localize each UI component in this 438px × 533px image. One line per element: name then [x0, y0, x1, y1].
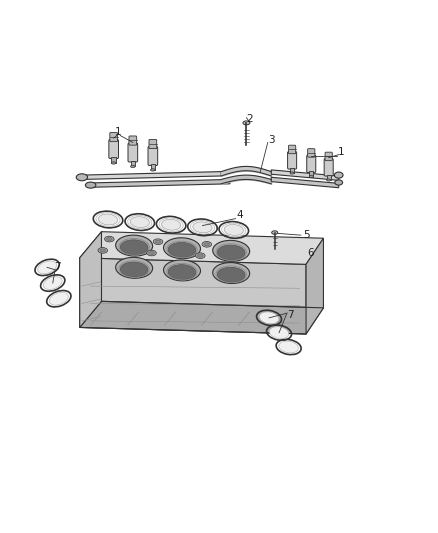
- Text: 2: 2: [246, 114, 253, 124]
- Ellipse shape: [279, 341, 298, 353]
- Polygon shape: [80, 232, 323, 264]
- Ellipse shape: [202, 241, 212, 247]
- Ellipse shape: [151, 169, 155, 171]
- Ellipse shape: [243, 121, 250, 125]
- Ellipse shape: [76, 174, 88, 181]
- FancyBboxPatch shape: [307, 155, 316, 173]
- Polygon shape: [91, 180, 230, 187]
- Text: 1: 1: [115, 127, 121, 138]
- Ellipse shape: [147, 250, 156, 256]
- Ellipse shape: [131, 165, 135, 167]
- Ellipse shape: [290, 172, 294, 174]
- Ellipse shape: [153, 239, 163, 245]
- FancyBboxPatch shape: [128, 143, 138, 162]
- Bar: [151, 164, 155, 170]
- Ellipse shape: [128, 215, 152, 229]
- Ellipse shape: [120, 240, 148, 255]
- FancyBboxPatch shape: [129, 136, 137, 145]
- FancyBboxPatch shape: [289, 145, 296, 154]
- Ellipse shape: [162, 219, 181, 230]
- Polygon shape: [271, 170, 339, 180]
- FancyBboxPatch shape: [288, 151, 297, 169]
- Ellipse shape: [38, 261, 57, 274]
- Ellipse shape: [198, 254, 203, 257]
- Ellipse shape: [85, 182, 96, 188]
- Ellipse shape: [105, 236, 114, 242]
- Polygon shape: [306, 238, 323, 334]
- FancyBboxPatch shape: [110, 133, 117, 142]
- Ellipse shape: [100, 249, 106, 252]
- Ellipse shape: [116, 235, 152, 256]
- Ellipse shape: [204, 243, 210, 246]
- FancyBboxPatch shape: [149, 140, 157, 149]
- Ellipse shape: [155, 240, 161, 243]
- Ellipse shape: [99, 214, 118, 225]
- Ellipse shape: [259, 312, 279, 324]
- Ellipse shape: [111, 162, 116, 164]
- Text: 4: 4: [237, 210, 243, 220]
- Ellipse shape: [168, 243, 196, 257]
- Ellipse shape: [213, 263, 250, 284]
- Ellipse shape: [269, 327, 289, 338]
- Polygon shape: [80, 232, 102, 327]
- Bar: [131, 160, 135, 166]
- Ellipse shape: [163, 238, 201, 259]
- Bar: [111, 157, 116, 163]
- Polygon shape: [80, 301, 323, 334]
- Bar: [290, 168, 294, 173]
- FancyBboxPatch shape: [325, 152, 332, 160]
- Ellipse shape: [213, 240, 250, 261]
- FancyBboxPatch shape: [109, 140, 119, 158]
- Ellipse shape: [309, 175, 313, 177]
- Ellipse shape: [106, 238, 112, 240]
- Text: 7: 7: [54, 262, 60, 272]
- FancyBboxPatch shape: [324, 158, 333, 176]
- Ellipse shape: [98, 247, 108, 253]
- Bar: [327, 175, 331, 180]
- Ellipse shape: [120, 262, 148, 277]
- Ellipse shape: [149, 252, 154, 255]
- Ellipse shape: [163, 260, 201, 281]
- Text: 1: 1: [338, 148, 344, 157]
- Ellipse shape: [222, 223, 246, 237]
- FancyBboxPatch shape: [307, 149, 315, 157]
- Ellipse shape: [217, 245, 245, 260]
- Ellipse shape: [224, 224, 244, 236]
- Text: 3: 3: [268, 135, 275, 146]
- Ellipse shape: [272, 231, 278, 235]
- Ellipse shape: [335, 180, 343, 185]
- Ellipse shape: [193, 222, 212, 233]
- Ellipse shape: [168, 264, 196, 280]
- Ellipse shape: [191, 221, 215, 234]
- Ellipse shape: [327, 179, 331, 181]
- Polygon shape: [271, 177, 339, 188]
- Ellipse shape: [195, 253, 205, 259]
- Ellipse shape: [159, 218, 183, 231]
- Ellipse shape: [43, 277, 62, 289]
- Text: 7: 7: [287, 310, 294, 320]
- Ellipse shape: [96, 213, 120, 227]
- Polygon shape: [80, 258, 306, 334]
- Ellipse shape: [334, 172, 343, 178]
- Polygon shape: [82, 172, 221, 180]
- FancyBboxPatch shape: [148, 147, 158, 165]
- Bar: [309, 171, 313, 176]
- Ellipse shape: [49, 292, 68, 305]
- Ellipse shape: [217, 267, 245, 282]
- Text: 5: 5: [303, 230, 309, 240]
- Text: 6: 6: [307, 248, 314, 259]
- Ellipse shape: [116, 257, 152, 278]
- Ellipse shape: [130, 217, 149, 228]
